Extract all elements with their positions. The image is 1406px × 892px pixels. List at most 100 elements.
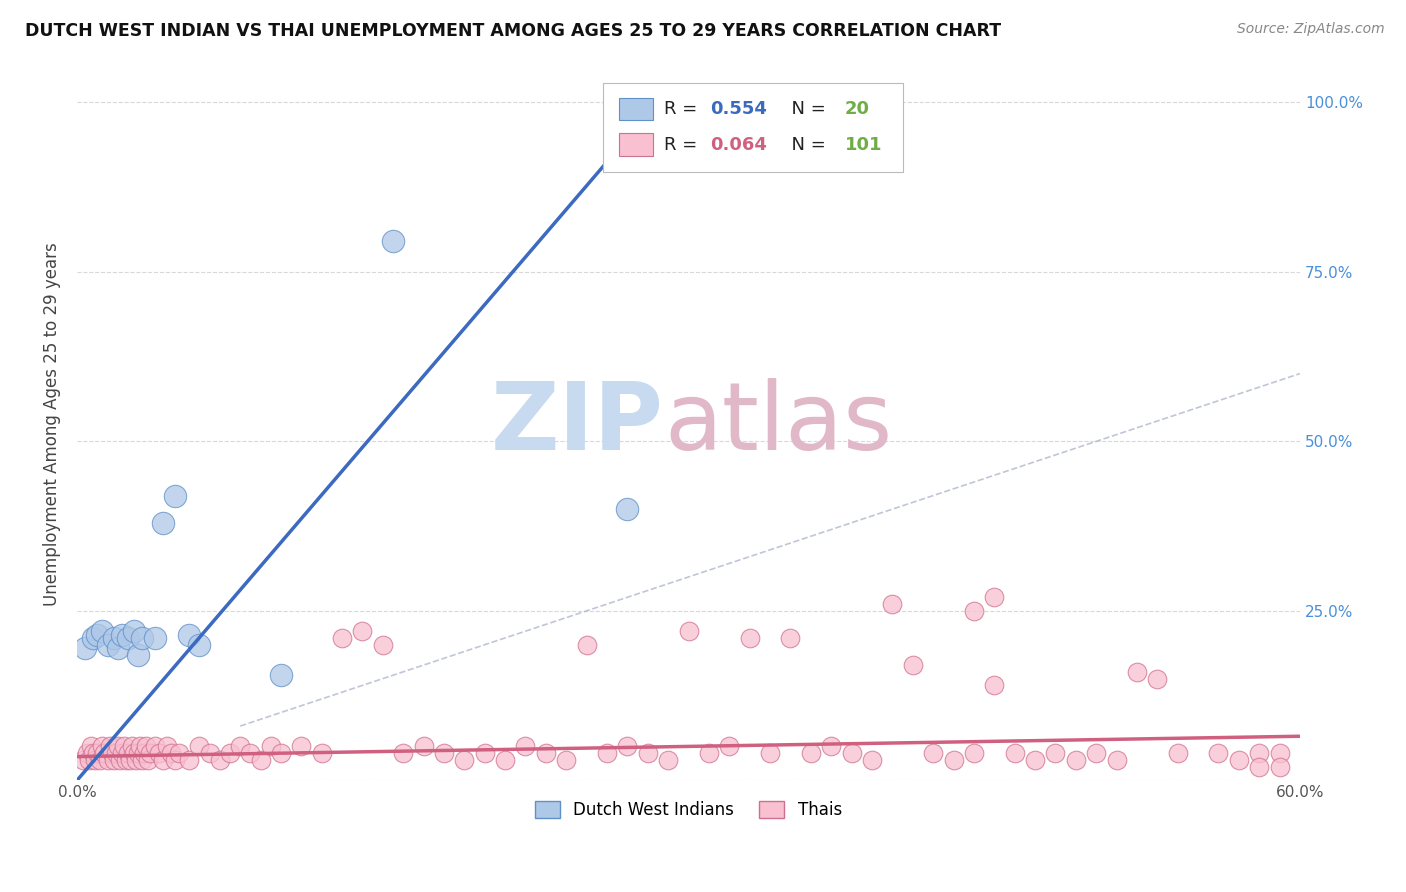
Point bbox=[1064, 753, 1087, 767]
Point bbox=[249, 753, 271, 767]
Point bbox=[738, 631, 761, 645]
Point bbox=[122, 624, 145, 639]
Point bbox=[330, 631, 353, 645]
Text: R =: R = bbox=[664, 136, 703, 153]
Point bbox=[131, 753, 153, 767]
Point bbox=[412, 739, 434, 754]
Point bbox=[1085, 746, 1108, 760]
Point bbox=[104, 746, 127, 760]
Point bbox=[111, 627, 134, 641]
Point bbox=[1004, 746, 1026, 760]
Text: N =: N = bbox=[780, 100, 832, 118]
Point bbox=[229, 739, 252, 754]
Point bbox=[152, 516, 174, 530]
Point bbox=[311, 746, 333, 760]
Point bbox=[93, 746, 115, 760]
Point bbox=[882, 597, 904, 611]
Point bbox=[515, 739, 537, 754]
Point bbox=[179, 627, 201, 641]
Point bbox=[494, 753, 516, 767]
Point bbox=[188, 739, 211, 754]
Point bbox=[86, 627, 108, 641]
Point bbox=[382, 235, 405, 249]
Point bbox=[107, 739, 129, 754]
Point bbox=[163, 753, 186, 767]
Point bbox=[983, 591, 1005, 605]
Point bbox=[616, 739, 638, 754]
Point bbox=[131, 631, 153, 645]
Text: atlas: atlas bbox=[664, 378, 893, 470]
Text: N =: N = bbox=[780, 136, 832, 153]
Text: ZIP: ZIP bbox=[491, 378, 664, 470]
Point bbox=[1126, 665, 1149, 679]
Point bbox=[922, 746, 945, 760]
FancyBboxPatch shape bbox=[619, 98, 654, 120]
Point bbox=[474, 746, 496, 760]
Text: DUTCH WEST INDIAN VS THAI UNEMPLOYMENT AMONG AGES 25 TO 29 YEARS CORRELATION CHA: DUTCH WEST INDIAN VS THAI UNEMPLOYMENT A… bbox=[25, 22, 1001, 40]
Point bbox=[107, 641, 129, 656]
Point bbox=[143, 631, 166, 645]
Point bbox=[134, 746, 156, 760]
Point bbox=[208, 753, 231, 767]
Point bbox=[127, 746, 149, 760]
Text: 0.554: 0.554 bbox=[710, 100, 768, 118]
Point bbox=[117, 631, 139, 645]
Point bbox=[596, 746, 619, 760]
Point bbox=[111, 746, 134, 760]
Point bbox=[103, 753, 125, 767]
Point bbox=[1227, 753, 1250, 767]
Point bbox=[108, 753, 131, 767]
Point bbox=[143, 739, 166, 754]
Point bbox=[371, 638, 394, 652]
Point bbox=[138, 753, 160, 767]
Point bbox=[121, 739, 143, 754]
Point bbox=[103, 631, 125, 645]
Point bbox=[901, 658, 924, 673]
Point bbox=[392, 746, 415, 760]
Point bbox=[534, 746, 557, 760]
Point bbox=[1167, 746, 1189, 760]
Point bbox=[678, 624, 700, 639]
Point bbox=[963, 604, 986, 618]
Point bbox=[1045, 746, 1067, 760]
Point bbox=[82, 746, 104, 760]
Point bbox=[139, 746, 162, 760]
Point bbox=[453, 753, 475, 767]
FancyBboxPatch shape bbox=[619, 133, 654, 156]
Text: 20: 20 bbox=[845, 100, 870, 118]
Point bbox=[555, 753, 578, 767]
Point bbox=[1208, 746, 1230, 760]
Point bbox=[135, 739, 157, 754]
Point bbox=[718, 739, 741, 754]
Point bbox=[219, 746, 242, 760]
Point bbox=[1249, 760, 1271, 774]
Point bbox=[82, 631, 104, 645]
Point bbox=[163, 489, 186, 503]
Point bbox=[616, 95, 638, 110]
Point bbox=[120, 753, 142, 767]
Point bbox=[657, 753, 679, 767]
Point bbox=[86, 746, 108, 760]
Point bbox=[97, 753, 120, 767]
Point bbox=[352, 624, 374, 639]
Point bbox=[100, 746, 122, 760]
Point bbox=[800, 746, 823, 760]
Point bbox=[98, 739, 121, 754]
Text: 0.064: 0.064 bbox=[710, 136, 768, 153]
Point bbox=[122, 746, 145, 760]
Point bbox=[1146, 672, 1168, 686]
Point bbox=[759, 746, 782, 760]
Text: Source: ZipAtlas.com: Source: ZipAtlas.com bbox=[1237, 22, 1385, 37]
Point bbox=[1105, 753, 1128, 767]
Point bbox=[260, 739, 283, 754]
Point bbox=[179, 753, 201, 767]
Point bbox=[167, 746, 190, 760]
Point bbox=[697, 746, 720, 760]
Text: 101: 101 bbox=[845, 136, 883, 153]
Point bbox=[433, 746, 456, 760]
Point bbox=[79, 753, 101, 767]
Text: R =: R = bbox=[664, 100, 703, 118]
Point bbox=[820, 739, 842, 754]
Point bbox=[90, 739, 112, 754]
Point bbox=[290, 739, 312, 754]
